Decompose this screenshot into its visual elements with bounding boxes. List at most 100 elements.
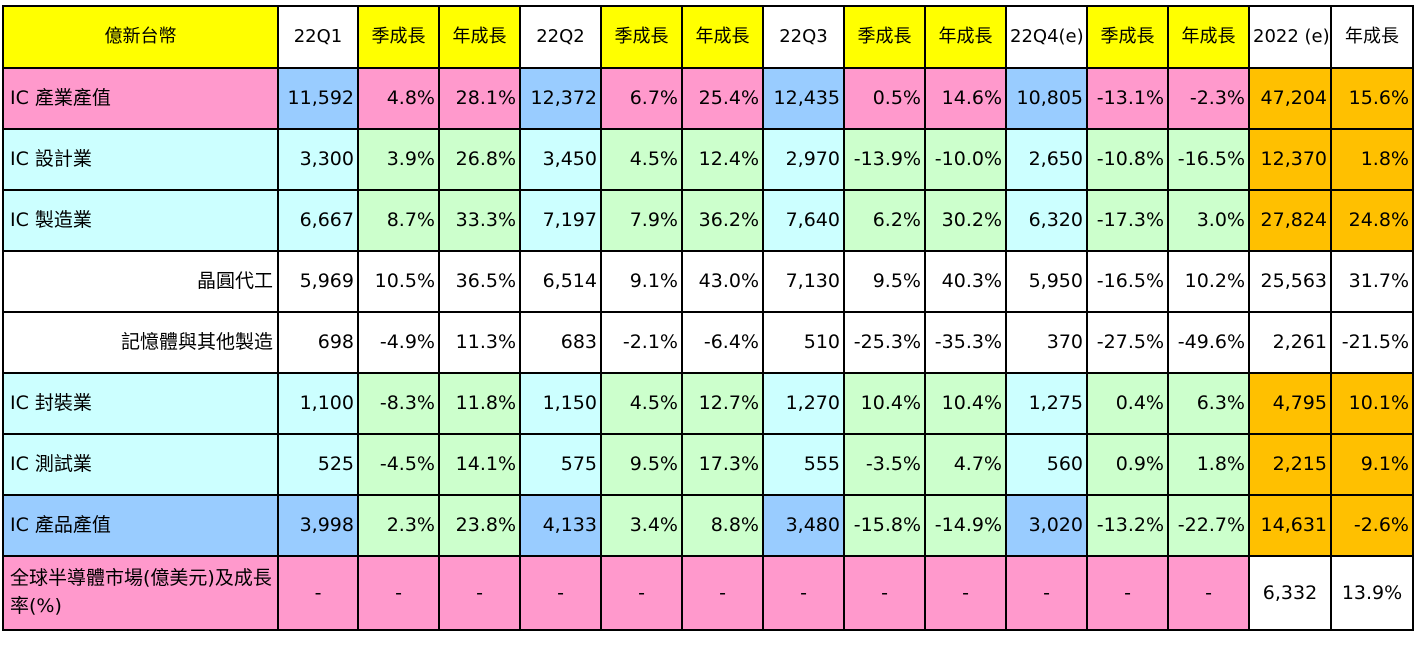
- row-label: IC 封裝業: [2, 372, 279, 435]
- value-cell: 17.3%: [681, 433, 764, 496]
- value-cell: 9.5%: [600, 433, 683, 496]
- table-row: 全球半導體市場(億美元)及成長率(%) - - - - - - - - - - …: [2, 555, 1414, 631]
- value-cell: -16.5%: [1086, 250, 1169, 313]
- value-cell: 10.4%: [843, 372, 926, 435]
- value-cell: 3,998: [277, 494, 359, 557]
- header-cell-yoy: 年成長: [1167, 5, 1250, 69]
- value-cell: 14,631: [1248, 494, 1332, 557]
- value-cell: -15.8%: [843, 494, 926, 557]
- value-cell: 12,372: [519, 67, 602, 130]
- value-cell: 7,197: [519, 189, 602, 252]
- value-cell: 10.2%: [1167, 250, 1250, 313]
- value-cell: -4.5%: [357, 433, 440, 496]
- value-cell: 6.7%: [600, 67, 683, 130]
- value-cell: 6,667: [277, 189, 359, 252]
- value-cell: 3,300: [277, 128, 359, 191]
- value-cell: 13.9%: [1330, 555, 1414, 631]
- value-cell: -17.3%: [1086, 189, 1169, 252]
- value-cell: 25,563: [1248, 250, 1332, 313]
- row-label: IC 產品產值: [2, 494, 279, 557]
- header-row: 億新台幣 22Q1 季成長 年成長 22Q2 季成長 年成長 22Q3 季成長 …: [2, 5, 1414, 69]
- row-label: 晶圓代工: [2, 250, 279, 313]
- header-cell-22q1: 22Q1: [277, 5, 359, 69]
- value-cell: 4,133: [519, 494, 602, 557]
- value-cell: 9.1%: [600, 250, 683, 313]
- value-cell: -: [924, 555, 1007, 631]
- value-cell: 2,650: [1005, 128, 1088, 191]
- value-cell: 30.2%: [924, 189, 1007, 252]
- value-cell: -25.3%: [843, 311, 926, 374]
- value-cell: 11.8%: [438, 372, 521, 435]
- value-cell: 24.8%: [1330, 189, 1414, 252]
- value-cell: 31.7%: [1330, 250, 1414, 313]
- table-row: 晶圓代工 5,969 10.5% 36.5% 6,514 9.1% 43.0% …: [2, 250, 1414, 313]
- header-cell-yoy: 年成長: [438, 5, 521, 69]
- value-cell: 0.5%: [843, 67, 926, 130]
- value-cell: -13.9%: [843, 128, 926, 191]
- value-cell: 4.8%: [357, 67, 440, 130]
- header-cell-qoq: 季成長: [843, 5, 926, 69]
- value-cell: 2,215: [1248, 433, 1332, 496]
- value-cell: 0.4%: [1086, 372, 1169, 435]
- value-cell: -35.3%: [924, 311, 1007, 374]
- value-cell: 3,450: [519, 128, 602, 191]
- value-cell: -: [277, 555, 359, 631]
- value-cell: -27.5%: [1086, 311, 1169, 374]
- value-cell: 3,480: [762, 494, 845, 557]
- value-cell: -: [681, 555, 764, 631]
- value-cell: -: [600, 555, 683, 631]
- value-cell: 0.9%: [1086, 433, 1169, 496]
- row-label: 全球半導體市場(億美元)及成長率(%): [2, 555, 279, 631]
- value-cell: 10.5%: [357, 250, 440, 313]
- row-label: IC 測試業: [2, 433, 279, 496]
- value-cell: 1,150: [519, 372, 602, 435]
- value-cell: 36.2%: [681, 189, 764, 252]
- value-cell: 2,261: [1248, 311, 1332, 374]
- value-cell: 1,275: [1005, 372, 1088, 435]
- value-cell: -: [1086, 555, 1169, 631]
- value-cell: -16.5%: [1167, 128, 1250, 191]
- value-cell: 12,370: [1248, 128, 1332, 191]
- value-cell: 8.8%: [681, 494, 764, 557]
- value-cell: -2.1%: [600, 311, 683, 374]
- value-cell: 23.8%: [438, 494, 521, 557]
- value-cell: -8.3%: [357, 372, 440, 435]
- value-cell: -: [1167, 555, 1250, 631]
- value-cell: 11,592: [277, 67, 359, 130]
- header-cell-qoq: 季成長: [600, 5, 683, 69]
- value-cell: 6.2%: [843, 189, 926, 252]
- table-row: IC 設計業 3,300 3.9% 26.8% 3,450 4.5% 12.4%…: [2, 128, 1414, 191]
- value-cell: -10.0%: [924, 128, 1007, 191]
- value-cell: -: [357, 555, 440, 631]
- value-cell: 10.1%: [1330, 372, 1414, 435]
- header-cell-qoq: 季成長: [1086, 5, 1169, 69]
- value-cell: 14.6%: [924, 67, 1007, 130]
- value-cell: 6,514: [519, 250, 602, 313]
- value-cell: 1.8%: [1167, 433, 1250, 496]
- header-cell-yoy: 年成長: [1330, 5, 1414, 69]
- table-row: IC 封裝業 1,100 -8.3% 11.8% 1,150 4.5% 12.7…: [2, 372, 1414, 435]
- value-cell: 9.1%: [1330, 433, 1414, 496]
- value-cell: 510: [762, 311, 845, 374]
- value-cell: 3,020: [1005, 494, 1088, 557]
- row-label: 記憶體與其他製造: [2, 311, 279, 374]
- value-cell: 36.5%: [438, 250, 521, 313]
- value-cell: 698: [277, 311, 359, 374]
- value-cell: 27,824: [1248, 189, 1332, 252]
- value-cell: 6,332: [1248, 555, 1332, 631]
- row-label: IC 產業產值: [2, 67, 279, 130]
- header-cell-22q4e: 22Q4(e): [1005, 5, 1088, 69]
- value-cell: 8.7%: [357, 189, 440, 252]
- value-cell: 12.4%: [681, 128, 764, 191]
- row-label: IC 製造業: [2, 189, 279, 252]
- value-cell: 7,640: [762, 189, 845, 252]
- value-cell: -10.8%: [1086, 128, 1169, 191]
- value-cell: 525: [277, 433, 359, 496]
- table-row: IC 製造業 6,667 8.7% 33.3% 7,197 7.9% 36.2%…: [2, 189, 1414, 252]
- value-cell: 47,204: [1248, 67, 1332, 130]
- value-cell: 33.3%: [438, 189, 521, 252]
- value-cell: 3.4%: [600, 494, 683, 557]
- table-row: IC 產品產值 3,998 2.3% 23.8% 4,133 3.4% 8.8%…: [2, 494, 1414, 557]
- value-cell: -6.4%: [681, 311, 764, 374]
- table-row: IC 測試業 525 -4.5% 14.1% 575 9.5% 17.3% 55…: [2, 433, 1414, 496]
